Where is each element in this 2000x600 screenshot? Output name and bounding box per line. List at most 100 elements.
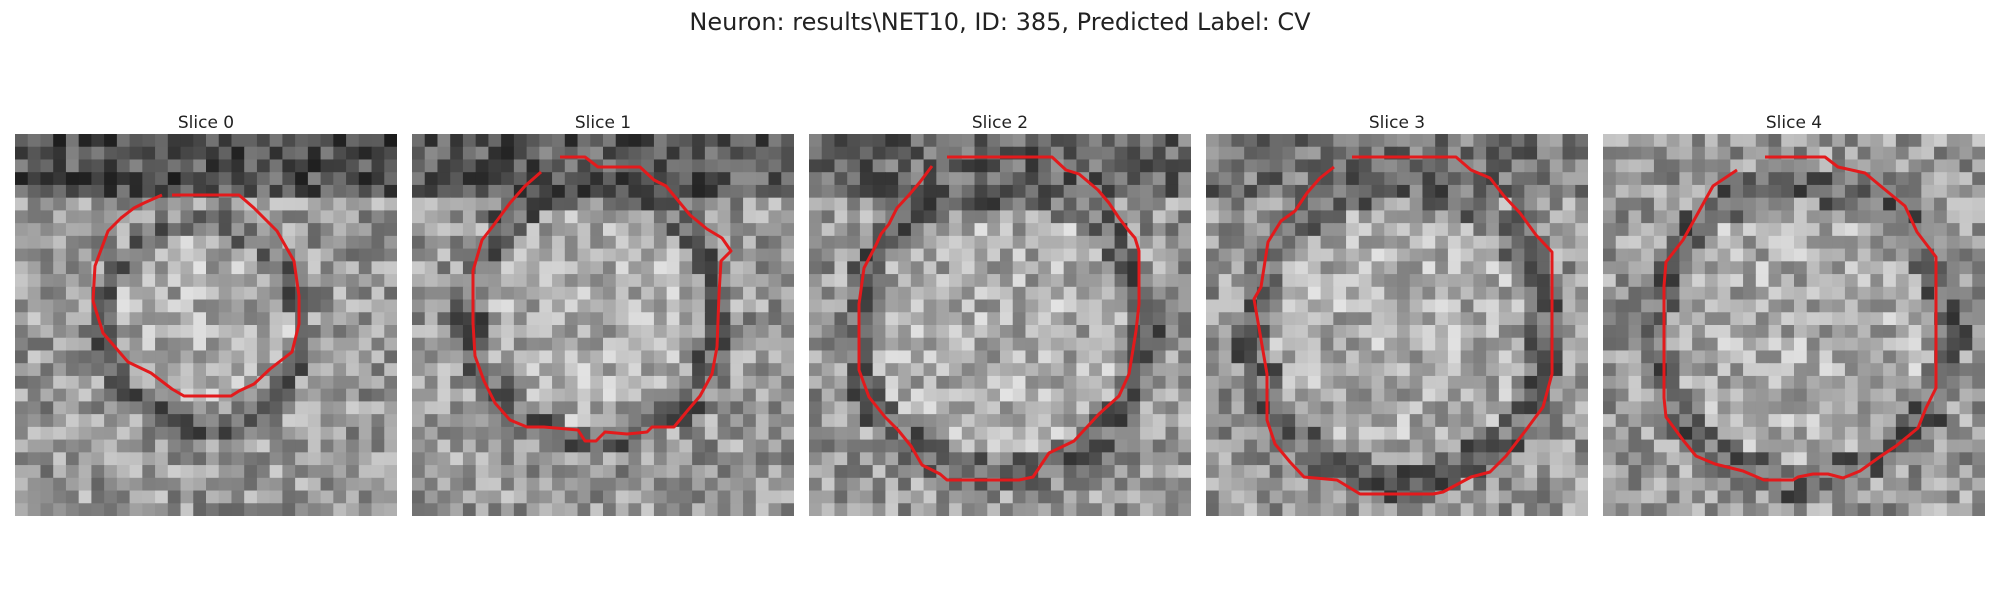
pixel [1089, 426, 1103, 441]
pixel [1806, 172, 1821, 186]
pixel [717, 439, 731, 453]
pixel [1231, 134, 1245, 148]
pixel [1908, 426, 1922, 441]
pixel [437, 134, 451, 148]
pixel [628, 146, 642, 161]
pixel [1870, 134, 1884, 148]
pixel [666, 261, 680, 275]
pixel [1422, 414, 1436, 428]
pixel [859, 286, 874, 301]
pixel [1679, 197, 1693, 211]
pixel [307, 503, 322, 516]
pixel [1371, 375, 1385, 390]
pixel [1679, 414, 1693, 428]
pixel [1959, 465, 1973, 479]
pixel [1089, 465, 1103, 479]
pixel [1025, 490, 1039, 504]
pixel [1295, 286, 1309, 301]
pixel [781, 184, 794, 199]
pixel [27, 426, 42, 441]
pixel [590, 184, 604, 199]
pixel [1050, 452, 1065, 466]
pixel [412, 134, 426, 148]
pixel [27, 452, 42, 466]
pixel [1717, 503, 1731, 516]
pixel [1972, 452, 1985, 466]
pixel [501, 312, 515, 326]
pixel [1562, 337, 1576, 352]
pixel [1679, 375, 1693, 390]
pixel [974, 337, 988, 352]
pixel [53, 426, 67, 441]
pixel [987, 350, 1001, 364]
pixel [40, 159, 54, 173]
pixel [1794, 248, 1808, 262]
pixel [539, 223, 553, 237]
pixel [923, 388, 937, 402]
pixel [1244, 452, 1258, 466]
pixel [1282, 184, 1296, 199]
pixel [1603, 197, 1617, 211]
pixel [1743, 452, 1757, 466]
pixel [1946, 477, 1961, 492]
pixel [307, 210, 322, 224]
pixel [730, 375, 744, 390]
pixel [1307, 452, 1322, 466]
pixel [320, 337, 334, 352]
pixel [898, 503, 912, 516]
pixel [1114, 184, 1128, 199]
pixel [1473, 159, 1487, 173]
pixel [1101, 134, 1116, 148]
pixel [1000, 261, 1014, 275]
pixel [1127, 184, 1141, 199]
pixel [1755, 401, 1770, 415]
pixel [1844, 235, 1859, 250]
pixel [1498, 312, 1513, 326]
pixel [244, 439, 258, 453]
pixel [231, 146, 245, 161]
pixel [1857, 452, 1871, 466]
pixel [206, 337, 220, 352]
pixel [704, 299, 719, 313]
pixel [104, 452, 118, 466]
pixel [590, 477, 604, 492]
pixel [1114, 299, 1128, 313]
pixel [1549, 197, 1564, 211]
pixel [40, 286, 54, 301]
pixel [923, 477, 937, 492]
pixel [577, 134, 591, 148]
pixel [526, 363, 540, 377]
pixel [1908, 375, 1922, 390]
pixel [1460, 134, 1474, 148]
pixel [1537, 274, 1551, 288]
pixel [1615, 274, 1630, 288]
pixel [15, 146, 29, 161]
pixel [384, 261, 397, 275]
pixel [412, 375, 426, 390]
pixel [1959, 146, 1973, 161]
pixel [437, 197, 451, 211]
pixel [923, 375, 937, 390]
pixel [1755, 439, 1770, 453]
pixel [320, 363, 334, 377]
slice-panel-4: Slice 4 [1603, 112, 1985, 516]
pixel [462, 503, 477, 516]
pixel [1730, 299, 1744, 313]
pixel [781, 503, 794, 516]
pixel [936, 223, 950, 237]
pixel [1819, 325, 1833, 339]
pixel [923, 223, 937, 237]
pixel [1384, 261, 1398, 275]
pixel [450, 172, 464, 186]
pixel [1755, 184, 1770, 199]
pixel [91, 503, 105, 516]
pixel [450, 465, 464, 479]
pixel [679, 477, 693, 492]
pixel [1524, 274, 1538, 288]
pixel [1101, 248, 1116, 262]
pixel [307, 184, 322, 199]
pixel [129, 312, 143, 326]
pixel [450, 490, 464, 504]
pixel [590, 490, 604, 504]
pixel [1269, 363, 1283, 377]
